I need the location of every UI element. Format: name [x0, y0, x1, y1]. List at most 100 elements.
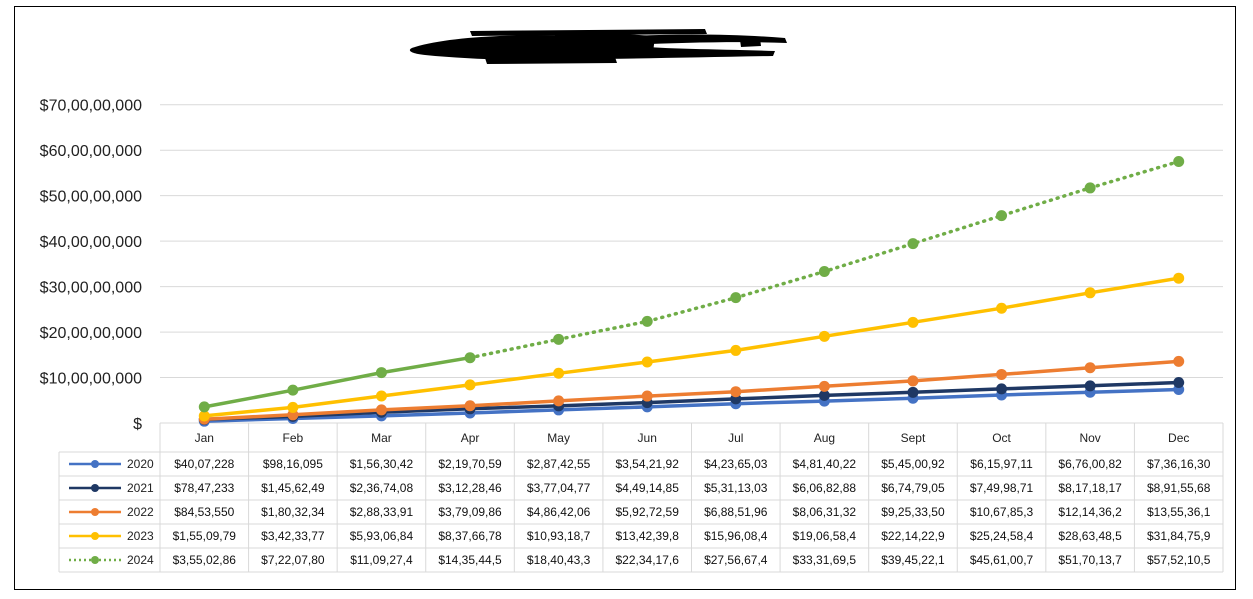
data-point [375, 367, 387, 379]
series-2023 [198, 272, 1185, 422]
table-cell: $8,17,18,17 [1058, 481, 1122, 495]
data-point [996, 383, 1008, 395]
data-point [375, 404, 387, 416]
legend-key-marker [91, 484, 99, 492]
table-cell: $4,81,40,22 [793, 457, 857, 471]
table-cell: $51,70,13,7 [1058, 553, 1122, 567]
table-cell: $3,79,09,86 [438, 505, 502, 519]
table-cell: $5,92,72,59 [616, 505, 680, 519]
data-point [464, 352, 476, 364]
x-tick-label: Feb [283, 431, 304, 445]
table-cell: $45,61,00,7 [970, 553, 1034, 567]
table-cell: $7,49,98,71 [970, 481, 1034, 495]
x-tick-label: Jun [638, 431, 657, 445]
table-cell: $84,53,550 [174, 505, 234, 519]
legend-key-marker [91, 508, 99, 516]
x-tick-label: Dec [1168, 431, 1189, 445]
y-tick-label: $30,00,00,000 [40, 280, 142, 297]
series-2020 [198, 384, 1185, 427]
data-point [641, 390, 653, 402]
y-tick-label: $70,00,00,000 [40, 98, 142, 115]
data-point [1173, 355, 1185, 367]
x-tick-label: Mar [371, 431, 392, 445]
table-cell: $10,93,18,7 [527, 529, 591, 543]
y-axis-tick-labels: $ $10,00,00,000 $20,00,00,000 $30,00,00,000… [40, 98, 142, 433]
data-point [996, 210, 1008, 222]
data-point [464, 379, 476, 391]
legend-key-marker [91, 460, 99, 468]
x-tick-label: Jul [728, 431, 743, 445]
data-point [641, 315, 653, 327]
legend-key-marker [91, 556, 99, 564]
table-cell: $14,35,44,5 [438, 553, 502, 567]
legend-series-name: 2022 [127, 505, 154, 519]
table-cell: $8,37,66,78 [438, 529, 502, 543]
table-cell: $15,96,08,4 [704, 529, 768, 543]
table-cell: $6,76,00,82 [1058, 457, 1122, 471]
data-point [287, 401, 299, 413]
y-tick-label: $60,00,00,000 [40, 143, 142, 160]
data-point [1084, 287, 1096, 299]
data-point [818, 266, 830, 278]
legend-series-name: 2021 [127, 481, 154, 495]
table-cell: $2,36,74,08 [350, 481, 414, 495]
table-cell: $11,09,27,4 [350, 553, 413, 567]
table-cell: $7,36,16,30 [1147, 457, 1211, 471]
data-point [1173, 272, 1185, 284]
table-cell: $3,42,33,77 [261, 529, 325, 543]
table-cell: $8,91,55,68 [1147, 481, 1211, 495]
x-tick-label: Nov [1079, 431, 1100, 445]
table-cell: $3,55,02,86 [173, 553, 237, 567]
data-point [553, 333, 565, 345]
data-point [907, 386, 919, 398]
table-cell: $3,77,04,77 [527, 481, 591, 495]
gridlines [160, 104, 1223, 379]
table-cell: $57,52,10,5 [1147, 553, 1211, 567]
data-point [198, 410, 210, 422]
data-point [375, 390, 387, 402]
data-point [996, 368, 1008, 380]
series-2024 [198, 155, 1185, 413]
series-line-projection [468, 159, 1181, 360]
table-cell: $18,40,43,3 [527, 553, 591, 567]
series-line [204, 380, 1179, 422]
data-point [818, 389, 830, 401]
table-cell: $98,16,095 [263, 457, 323, 471]
table-cell: $13,42,39,8 [616, 529, 680, 543]
y-tick-label: $20,00,00,000 [40, 325, 142, 342]
data-point [907, 316, 919, 328]
data-point [1084, 380, 1096, 392]
table-cell: $4,23,65,03 [704, 457, 768, 471]
data-point [730, 292, 742, 304]
y-tick-label: $50,00,00,000 [40, 189, 142, 206]
table-cell: $6,74,79,05 [881, 481, 945, 495]
data-point [818, 330, 830, 342]
data-point [730, 386, 742, 398]
table-cell: $3,54,21,92 [616, 457, 680, 471]
table-cell: $1,56,30,42 [350, 457, 414, 471]
table-cell: $9,25,33,50 [881, 505, 945, 519]
table-cell: $1,80,32,34 [261, 505, 325, 519]
series-line [204, 276, 1179, 418]
y-tick-label: $ [133, 416, 142, 433]
y-tick-label: $10,00,00,000 [40, 371, 142, 388]
data-point [818, 380, 830, 392]
x-tick-label: Sept [901, 431, 926, 445]
series-line [203, 355, 471, 409]
table-cell: $5,31,13,03 [704, 481, 768, 495]
table-cell: $6,06,82,88 [793, 481, 857, 495]
data-table: Jan Feb Mar Apr May Jun Jul Aug Sept Oct Nov Dec 202… [58, 422, 1224, 573]
table-cell: $5,93,06,84 [350, 529, 414, 543]
table-cell: $78,47,233 [174, 481, 234, 495]
table-cell: $1,45,62,49 [261, 481, 325, 495]
table-cell: $4,86,42,06 [527, 505, 591, 519]
table-cell: $2,19,70,59 [438, 457, 502, 471]
legend-key-marker [91, 532, 99, 540]
series-2022 [198, 355, 1185, 425]
table-cell: $22,34,17,6 [616, 553, 680, 567]
data-point [198, 401, 210, 413]
table-cell: $6,88,51,96 [704, 505, 768, 519]
legend-series-name: 2020 [127, 457, 154, 471]
table-cell: $3,12,28,46 [438, 481, 502, 495]
data-point [287, 384, 299, 396]
